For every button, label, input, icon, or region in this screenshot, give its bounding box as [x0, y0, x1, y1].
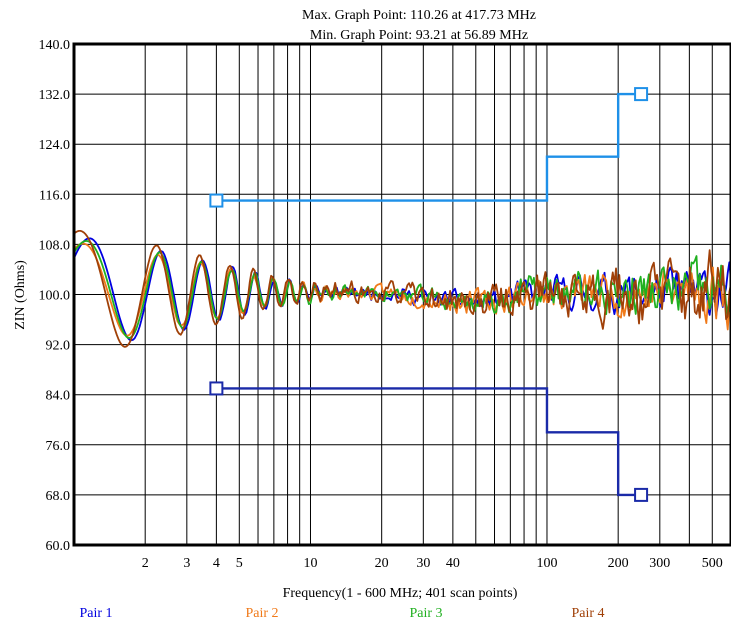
lower-limit-line: [216, 387, 642, 497]
y-tick-label: 76.0: [46, 439, 71, 454]
x-tick-label: 3: [183, 556, 190, 571]
legend-entry: Pair 3: [409, 606, 442, 621]
x-tick-label: 40: [446, 556, 460, 571]
y-tick-label: 92.0: [46, 339, 71, 354]
x-tick-label: 200: [608, 556, 629, 571]
y-axis-label: ZIN (Ohms): [13, 260, 28, 330]
x-tick-label: 30: [416, 556, 430, 571]
x-tick-label: 300: [649, 556, 670, 571]
plot-frame: [72, 42, 731, 547]
x-tick-labels: 2 3 4 5 10 20 30 40 100 200 300 500: [142, 556, 723, 571]
legend-entry: Pair 4: [571, 606, 604, 621]
y-tick-label: 116.0: [39, 188, 70, 203]
plot-area: [73, 229, 731, 348]
legend: Pair 1 Pair 2 Pair 3 Pair 4: [79, 606, 604, 621]
chart-title-max: Max. Graph Point: 110.26 at 417.73 MHz: [302, 8, 536, 23]
y-tick-label: 108.0: [39, 238, 71, 253]
limit-lines: [209, 87, 649, 502]
x-axis-label: Frequency(1 - 600 MHz; 401 scan points): [283, 586, 518, 601]
x-tick-label: 5: [236, 556, 243, 571]
chart-title-min: Min. Graph Point: 93.21 at 56.89 MHz: [310, 28, 528, 43]
y-tick-label: 140.0: [39, 38, 71, 53]
lower-limit-marker: [209, 381, 224, 396]
x-tick-label: 2: [142, 556, 149, 571]
lower-limit-marker: [634, 487, 649, 502]
legend-entry: Pair 1: [79, 606, 112, 621]
y-tick-label: 68.0: [46, 489, 71, 504]
x-tick-label: 20: [375, 556, 389, 571]
series-line-pair-4: [73, 229, 731, 348]
upper-limit-line: [216, 92, 642, 202]
y-tick-label: 132.0: [39, 88, 71, 103]
x-tick-label: 100: [536, 556, 557, 571]
y-tick-label: 84.0: [46, 389, 71, 404]
y-tick-label: 124.0: [39, 138, 71, 153]
legend-entry: Pair 2: [245, 606, 278, 621]
y-tick-label: 100.0: [39, 289, 71, 304]
x-tick-label: 500: [702, 556, 723, 571]
y-tick-label: 60.0: [46, 539, 71, 554]
upper-limit-marker: [209, 193, 224, 208]
upper-limit-marker: [634, 87, 649, 102]
x-tick-label: 10: [303, 556, 317, 571]
y-tick-labels: 60.0 68.0 76.0 84.0 92.0 100.0 108.0 116.0 124.0…: [39, 38, 71, 554]
series-line-pair-2: [73, 242, 731, 337]
x-tick-label: 4: [213, 556, 220, 571]
